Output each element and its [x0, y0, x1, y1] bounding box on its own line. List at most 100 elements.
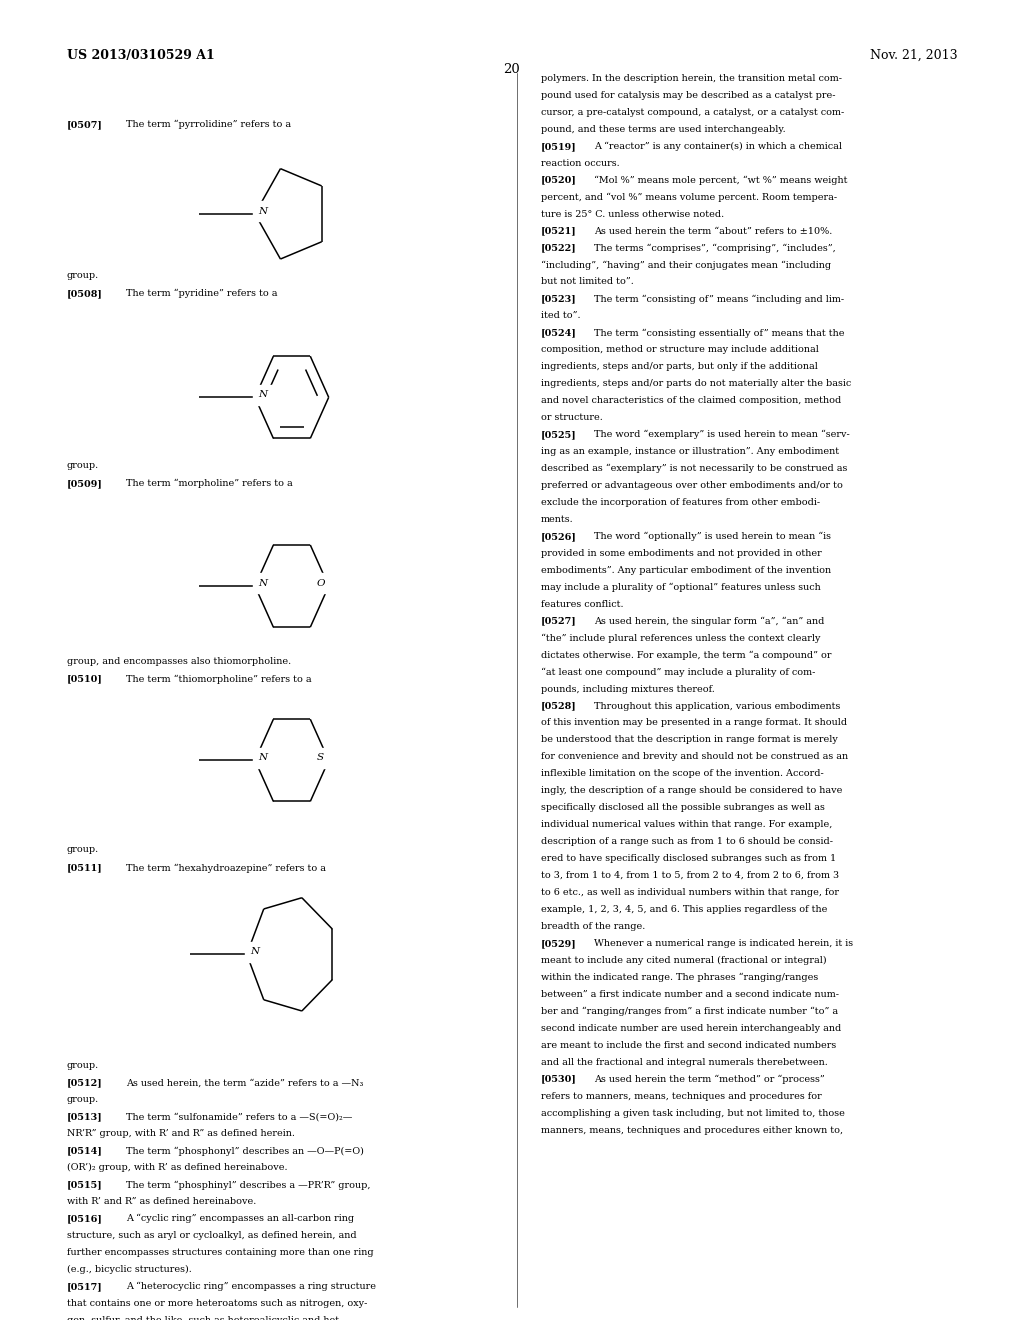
Text: [0511]: [0511]	[67, 863, 102, 873]
Text: dictates otherwise. For example, the term “a compound” or: dictates otherwise. For example, the ter…	[541, 651, 831, 660]
Text: described as “exemplary” is not necessarily to be construed as: described as “exemplary” is not necessar…	[541, 465, 847, 474]
Text: exclude the incorporation of features from other embodi-: exclude the incorporation of features fr…	[541, 498, 820, 507]
Text: As used herein, the term “azide” refers to a —N₃: As used herein, the term “azide” refers …	[126, 1078, 364, 1088]
Text: [0524]: [0524]	[541, 329, 577, 338]
Text: [0515]: [0515]	[67, 1180, 102, 1189]
Text: to 3, from 1 to 4, from 1 to 5, from 2 to 4, from 2 to 6, from 3: to 3, from 1 to 4, from 1 to 5, from 2 t…	[541, 871, 839, 880]
Text: N: N	[259, 579, 267, 587]
Text: and all the fractional and integral numerals therebetween.: and all the fractional and integral nume…	[541, 1057, 827, 1067]
Text: polymers. In the description herein, the transition metal com-: polymers. In the description herein, the…	[541, 74, 842, 83]
Text: “Mol %” means mole percent, “wt %” means weight: “Mol %” means mole percent, “wt %” means…	[594, 176, 848, 185]
Text: between” a first indicate number and a second indicate num-: between” a first indicate number and a s…	[541, 990, 839, 999]
Text: N: N	[251, 948, 259, 956]
Text: [0507]: [0507]	[67, 120, 102, 129]
Text: (OR’)₂ group, with R’ as defined hereinabove.: (OR’)₂ group, with R’ as defined hereina…	[67, 1163, 287, 1172]
Text: [0517]: [0517]	[67, 1282, 102, 1291]
Text: The term “pyridine” refers to a: The term “pyridine” refers to a	[126, 289, 278, 298]
Text: [0529]: [0529]	[541, 939, 577, 948]
Text: [0520]: [0520]	[541, 176, 577, 185]
Text: provided in some embodiments and not provided in other: provided in some embodiments and not pro…	[541, 549, 821, 558]
Text: US 2013/0310529 A1: US 2013/0310529 A1	[67, 49, 214, 62]
Text: The term “thiomorpholine” refers to a: The term “thiomorpholine” refers to a	[126, 675, 311, 684]
Text: (e.g., bicyclic structures).: (e.g., bicyclic structures).	[67, 1265, 191, 1274]
Text: reaction occurs.: reaction occurs.	[541, 158, 620, 168]
Text: that contains one or more heteroatoms such as nitrogen, oxy-: that contains one or more heteroatoms su…	[67, 1299, 367, 1308]
Text: but not limited to”.: but not limited to”.	[541, 277, 634, 286]
Text: preferred or advantageous over other embodiments and/or to: preferred or advantageous over other emb…	[541, 480, 843, 490]
Text: accomplishing a given task including, but not limited to, those: accomplishing a given task including, bu…	[541, 1109, 845, 1118]
Text: embodiments”. Any particular embodiment of the invention: embodiments”. Any particular embodiment …	[541, 566, 830, 574]
Text: features conflict.: features conflict.	[541, 599, 624, 609]
Text: As used herein the term “method” or “process”: As used herein the term “method” or “pro…	[594, 1074, 824, 1084]
Text: second indicate number are used herein interchangeably and: second indicate number are used herein i…	[541, 1024, 841, 1032]
Text: As used herein, the singular form “a”, “an” and: As used herein, the singular form “a”, “…	[594, 616, 824, 626]
Text: The terms “comprises”, “comprising”, “includes”,: The terms “comprises”, “comprising”, “in…	[594, 244, 836, 253]
Text: The term “phosphinyl” describes a —PR’R” group,: The term “phosphinyl” describes a —PR’R”…	[126, 1180, 371, 1189]
Text: percent, and “vol %” means volume percent. Room tempera-: percent, and “vol %” means volume percen…	[541, 193, 837, 202]
Text: to 6 etc., as well as individual numbers within that range, for: to 6 etc., as well as individual numbers…	[541, 888, 839, 898]
Text: The term “morpholine” refers to a: The term “morpholine” refers to a	[126, 479, 293, 488]
Text: Throughout this application, various embodiments: Throughout this application, various emb…	[594, 701, 841, 710]
Text: ingredients, steps and/or parts, but only if the additional: ingredients, steps and/or parts, but onl…	[541, 362, 817, 371]
Text: for convenience and brevity and should not be construed as an: for convenience and brevity and should n…	[541, 752, 848, 762]
Text: The term “pyrrolidine” refers to a: The term “pyrrolidine” refers to a	[126, 120, 291, 129]
Text: Whenever a numerical range is indicated herein, it is: Whenever a numerical range is indicated …	[594, 939, 853, 948]
Text: gen, sulfur, and the like, such as heteroalicyclic and het-: gen, sulfur, and the like, such as heter…	[67, 1316, 342, 1320]
Text: “including”, “having” and their conjugates mean “including: “including”, “having” and their conjugat…	[541, 260, 830, 269]
Text: The term “phosphonyl” describes an —O—P(=O): The term “phosphonyl” describes an —O—P(…	[126, 1146, 364, 1155]
Text: individual numerical values within that range. For example,: individual numerical values within that …	[541, 820, 833, 829]
Text: [0508]: [0508]	[67, 289, 102, 298]
Text: example, 1, 2, 3, 4, 5, and 6. This applies regardless of the: example, 1, 2, 3, 4, 5, and 6. This appl…	[541, 906, 827, 913]
Text: breadth of the range.: breadth of the range.	[541, 923, 645, 931]
Text: S: S	[317, 754, 324, 762]
Text: structure, such as aryl or cycloalkyl, as defined herein, and: structure, such as aryl or cycloalkyl, a…	[67, 1232, 356, 1239]
Text: ing as an example, instance or illustration”. Any embodiment: ing as an example, instance or illustrat…	[541, 447, 839, 457]
Text: cursor, a pre-catalyst compound, a catalyst, or a catalyst com-: cursor, a pre-catalyst compound, a catal…	[541, 108, 844, 117]
Text: manners, means, techniques and procedures either known to,: manners, means, techniques and procedure…	[541, 1126, 843, 1135]
Text: The term “consisting of” means “including and lim-: The term “consisting of” means “includin…	[594, 294, 844, 304]
Text: [0530]: [0530]	[541, 1074, 577, 1084]
Text: group.: group.	[67, 1096, 98, 1105]
Text: [0523]: [0523]	[541, 294, 577, 304]
Text: [0522]: [0522]	[541, 244, 577, 252]
Text: [0513]: [0513]	[67, 1113, 102, 1122]
Text: [0526]: [0526]	[541, 532, 577, 541]
Text: [0509]: [0509]	[67, 479, 102, 488]
Text: [0510]: [0510]	[67, 675, 102, 684]
Text: ingredients, steps and/or parts do not materially alter the basic: ingredients, steps and/or parts do not m…	[541, 379, 851, 388]
Text: N: N	[259, 207, 267, 215]
Text: inflexible limitation on the scope of the invention. Accord-: inflexible limitation on the scope of th…	[541, 770, 823, 779]
Text: ingly, the description of a range should be considered to have: ingly, the description of a range should…	[541, 787, 842, 796]
Text: are meant to include the first and second indicated numbers: are meant to include the first and secon…	[541, 1040, 836, 1049]
Text: [0512]: [0512]	[67, 1078, 102, 1088]
Text: “at least one compound” may include a plurality of com-: “at least one compound” may include a pl…	[541, 668, 815, 677]
Text: N: N	[259, 754, 267, 762]
Text: A “heterocyclic ring” encompasses a ring structure: A “heterocyclic ring” encompasses a ring…	[126, 1282, 376, 1291]
Text: ered to have specifically disclosed subranges such as from 1: ered to have specifically disclosed subr…	[541, 854, 836, 863]
Text: pounds, including mixtures thereof.: pounds, including mixtures thereof.	[541, 685, 715, 693]
Text: and novel characteristics of the claimed composition, method: and novel characteristics of the claimed…	[541, 396, 841, 405]
Text: 20: 20	[504, 63, 520, 77]
Text: group.: group.	[67, 1061, 98, 1071]
Text: [0519]: [0519]	[541, 141, 577, 150]
Text: meant to include any cited numeral (fractional or integral): meant to include any cited numeral (frac…	[541, 956, 826, 965]
Text: The word “exemplary” is used herein to mean “serv-: The word “exemplary” is used herein to m…	[594, 430, 850, 440]
Text: The term “sulfonamide” refers to a —S(=O)₂—: The term “sulfonamide” refers to a —S(=O…	[126, 1113, 352, 1122]
Text: [0525]: [0525]	[541, 430, 577, 440]
Text: may include a plurality of “optional” features unless such: may include a plurality of “optional” fe…	[541, 583, 820, 593]
Text: ture is 25° C. unless otherwise noted.: ture is 25° C. unless otherwise noted.	[541, 210, 724, 219]
Text: A “cyclic ring” encompasses an all-carbon ring: A “cyclic ring” encompasses an all-carbo…	[126, 1214, 354, 1224]
Text: or structure.: or structure.	[541, 413, 602, 422]
Text: group.: group.	[67, 271, 98, 280]
Text: refers to manners, means, techniques and procedures for: refers to manners, means, techniques and…	[541, 1092, 821, 1101]
Text: As used herein the term “about” refers to ±10%.: As used herein the term “about” refers t…	[594, 227, 833, 235]
Text: The word “optionally” is used herein to mean “is: The word “optionally” is used herein to …	[594, 532, 830, 541]
Text: [0514]: [0514]	[67, 1146, 102, 1155]
Text: N: N	[259, 391, 267, 399]
Text: within the indicated range. The phrases “ranging/ranges: within the indicated range. The phrases …	[541, 973, 818, 982]
Text: ited to”.: ited to”.	[541, 312, 581, 321]
Text: further encompasses structures containing more than one ring: further encompasses structures containin…	[67, 1249, 373, 1257]
Text: be understood that the description in range format is merely: be understood that the description in ra…	[541, 735, 838, 744]
Text: The term “hexahydroazepine” refers to a: The term “hexahydroazepine” refers to a	[126, 863, 326, 873]
Text: pound used for catalysis may be described as a catalyst pre-: pound used for catalysis may be describe…	[541, 91, 836, 100]
